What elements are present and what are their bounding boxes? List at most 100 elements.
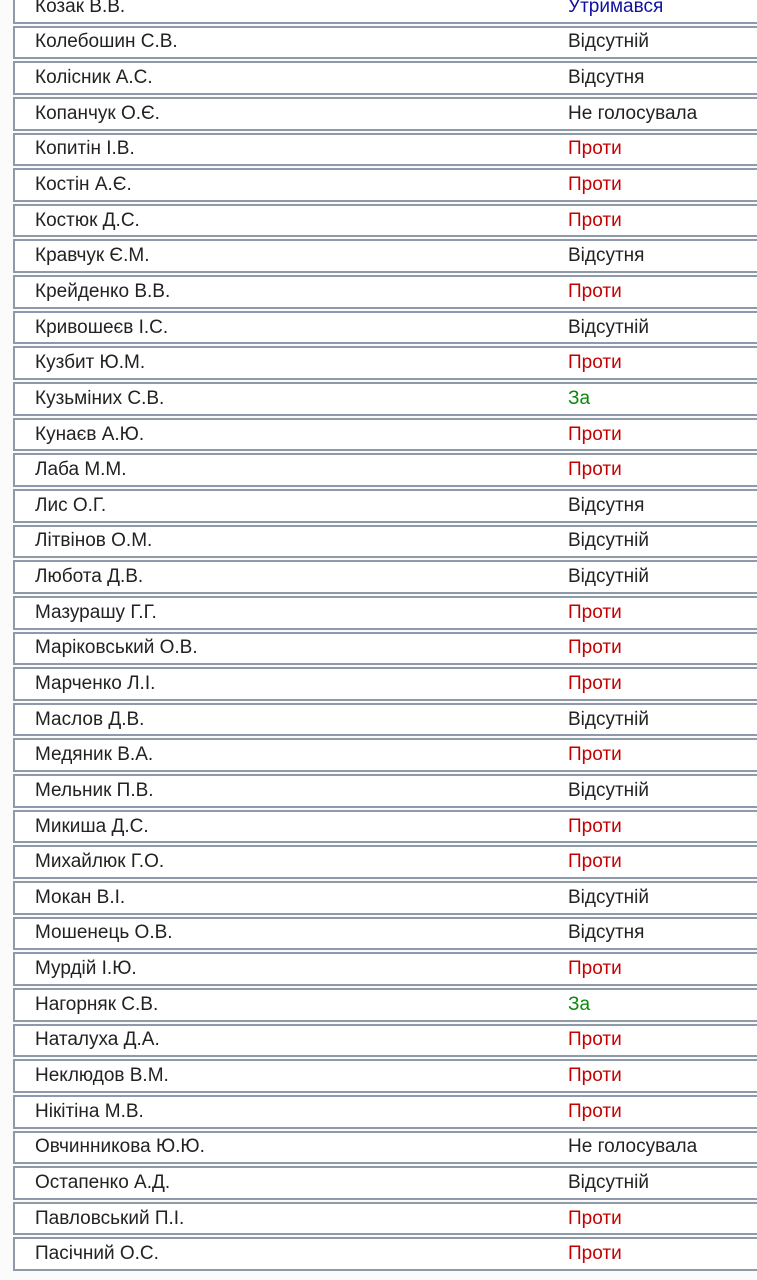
vote-result: Відсутній — [568, 530, 650, 552]
vote-result: За — [568, 993, 591, 1015]
vote-result: Проти — [568, 601, 622, 623]
table-row: Копанчук О.Є. Не голосувала — [13, 96, 757, 131]
vote-result: Відсутній — [568, 708, 650, 730]
vote-result: Відсутня — [568, 494, 645, 516]
vote-result: Проти — [568, 209, 622, 231]
vote-result: Проти — [568, 958, 622, 980]
vote-result: Не голосувала — [568, 1136, 698, 1158]
table-row: Копитін І.В. Проти — [13, 132, 757, 167]
table-row: Микиша Д.С. Проти — [13, 809, 757, 844]
table-row: Колебошин С.В. Відсутній — [13, 25, 757, 60]
deputy-name: Колісник А.С. — [35, 67, 153, 89]
table-row: Колісник А.С. Відсутня — [13, 61, 757, 95]
deputy-name: Овчинникова Ю.Ю. — [35, 1136, 205, 1158]
table-row: Любота Д.В. Відсутній — [13, 560, 757, 594]
table-row: Костюк Д.С. Проти — [13, 203, 757, 238]
table-row: Овчинникова Ю.Ю. Не голосувала — [13, 1130, 757, 1165]
deputy-name: Нікітіна М.В. — [35, 1100, 144, 1122]
vote-results-list: Козак В.В. Утримався Колебошин С.В. Відсутн… — [13, 0, 757, 1273]
table-row: Крейденко В.В. Проти — [13, 275, 757, 309]
table-row: Кравчук Є.М. Відсутня — [13, 239, 757, 274]
vote-result: Відсутній — [568, 886, 650, 908]
deputy-name: Кузбит Ю.М. — [35, 352, 146, 374]
table-row: Лаба М.М. Проти — [13, 453, 757, 487]
table-row: Мурдій І.Ю. Проти — [13, 952, 757, 986]
vote-result: Проти — [568, 1243, 622, 1265]
table-row: Кузьміних С.В. За — [13, 382, 757, 416]
vote-result: Проти — [568, 1065, 622, 1087]
table-row: Кунаєв А.Ю. Проти — [13, 417, 757, 452]
deputy-name: Остапенко А.Д. — [35, 1171, 171, 1193]
table-row: Михайлюк Г.О. Проти — [13, 845, 757, 880]
deputy-name: Колебошин С.В. — [35, 31, 178, 53]
deputy-name: Кривошеєв І.С. — [35, 316, 169, 338]
deputy-name: Козак В.В. — [35, 0, 126, 17]
table-row: Мокан В.І. Відсутній — [13, 881, 757, 915]
vote-result: Проти — [568, 672, 622, 694]
deputy-name: Неклюдов В.М. — [35, 1065, 169, 1087]
vote-result: Проти — [568, 851, 622, 873]
deputy-name: Крейденко В.В. — [35, 280, 171, 302]
table-row: Мазурашу Г.Г. Проти — [13, 595, 757, 630]
vote-result: Проти — [568, 138, 622, 160]
deputy-name: Наталуха Д.А. — [35, 1029, 160, 1051]
vote-result: Проти — [568, 459, 622, 481]
table-row: Павловський П.І. Проти — [13, 1201, 757, 1236]
vote-result: Проти — [568, 637, 622, 659]
deputy-name: Лис О.Г. — [35, 494, 107, 516]
table-row: Нагорняк С.В. За — [13, 987, 757, 1022]
vote-result: За — [568, 387, 591, 409]
vote-result: Відсутній — [568, 31, 650, 53]
vote-result: Проти — [568, 815, 622, 837]
table-row: Пасічний О.С. Проти — [13, 1237, 757, 1272]
deputy-name: Марченко Л.І. — [35, 672, 156, 694]
table-row: Кривошеєв І.С. Відсутній — [13, 310, 757, 345]
deputy-name: Кравчук Є.М. — [35, 245, 150, 267]
deputy-name: Костін А.Є. — [35, 174, 132, 196]
vote-result: Не голосувала — [568, 102, 698, 124]
deputy-name: Літвінов О.М. — [35, 530, 153, 552]
deputy-name: Нагорняк С.В. — [35, 993, 159, 1015]
vote-result: Проти — [568, 744, 622, 766]
vote-result: Утримався — [568, 0, 664, 17]
table-row: Маслов Д.В. Відсутній — [13, 702, 757, 737]
deputy-name: Маріковський О.В. — [35, 637, 198, 659]
deputy-name: Любота Д.В. — [35, 566, 144, 588]
table-row: Мельник П.В. Відсутній — [13, 774, 757, 808]
table-row: Кузбит Ю.М. Проти — [13, 346, 757, 381]
vote-result: Проти — [568, 1100, 622, 1122]
table-row: Мошенець О.В. Відсутня — [13, 916, 757, 951]
vote-result: Відсутня — [568, 922, 645, 944]
vote-result: Проти — [568, 352, 622, 374]
deputy-name: Кунаєв А.Ю. — [35, 423, 145, 445]
deputy-name: Мазурашу Г.Г. — [35, 601, 157, 623]
deputy-name: Павловський П.І. — [35, 1207, 185, 1229]
deputy-name: Мельник П.В. — [35, 779, 154, 801]
deputy-name: Мошенець О.В. — [35, 922, 173, 944]
vote-result: Відсутній — [568, 316, 650, 338]
deputy-name: Медяник В.А. — [35, 744, 154, 766]
table-row: Костін А.Є. Проти — [13, 168, 757, 202]
table-row: Маріковський О.В. Проти — [13, 631, 757, 666]
table-row: Наталуха Д.А. Проти — [13, 1023, 757, 1058]
vote-result: Проти — [568, 1207, 622, 1229]
deputy-name: Копитін І.В. — [35, 138, 135, 160]
table-row: Марченко Л.І. Проти — [13, 667, 757, 701]
deputy-name: Мокан В.І. — [35, 886, 126, 908]
vote-result: Проти — [568, 1029, 622, 1051]
table-row: Остапенко А.Д. Відсутній — [13, 1166, 757, 1200]
deputy-name: Маслов Д.В. — [35, 708, 145, 730]
table-row: Неклюдов В.М. Проти — [13, 1059, 757, 1093]
deputy-name: Лаба М.М. — [35, 459, 127, 481]
vote-result: Відсутній — [568, 779, 650, 801]
table-row: Медяник В.А. Проти — [13, 738, 757, 773]
vote-result: Проти — [568, 174, 622, 196]
deputy-name: Мурдій І.Ю. — [35, 958, 137, 980]
table-row: Козак В.В. Утримався — [13, 0, 757, 24]
table-row: Літвінов О.М. Відсутній — [13, 524, 757, 559]
vote-result: Проти — [568, 280, 622, 302]
vote-result: Відсутня — [568, 67, 645, 89]
deputy-name: Кузьміних С.В. — [35, 387, 165, 409]
vote-result: Відсутній — [568, 1171, 650, 1193]
deputy-name: Микиша Д.С. — [35, 815, 149, 837]
